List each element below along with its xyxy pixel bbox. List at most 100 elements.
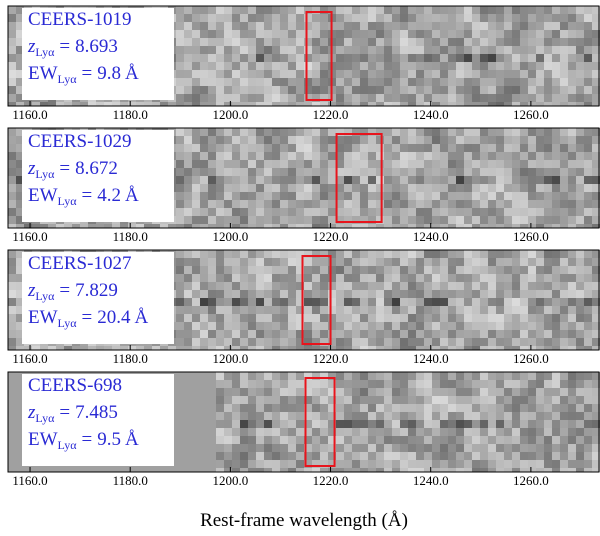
texture-cell xyxy=(584,86,592,94)
texture-cell xyxy=(264,290,272,298)
texture-cell xyxy=(440,306,448,314)
texture-cell xyxy=(528,274,536,282)
texture-cell xyxy=(520,428,528,436)
texture-cell xyxy=(472,444,480,452)
texture-cell xyxy=(328,282,336,290)
texture-cell xyxy=(480,412,488,420)
texture-cell xyxy=(240,460,248,468)
texture-cell xyxy=(568,322,576,330)
texture-cell xyxy=(240,176,248,184)
texture-cell xyxy=(520,224,528,228)
texture-cell xyxy=(368,14,376,22)
texture-cell xyxy=(360,396,368,404)
texture-cell xyxy=(192,274,200,282)
texture-cell xyxy=(24,346,32,350)
texture-cell xyxy=(496,468,504,472)
texture-cell xyxy=(544,30,552,38)
texture-cell xyxy=(200,30,208,38)
texture-cell xyxy=(528,70,536,78)
texture-cell xyxy=(504,420,512,428)
texture-cell xyxy=(224,428,232,436)
texture-cell xyxy=(208,62,216,70)
texture-cell xyxy=(264,14,272,22)
texture-cell xyxy=(464,224,472,228)
texture-cell xyxy=(256,298,264,306)
texture-cell xyxy=(344,192,352,200)
texture-cell xyxy=(520,160,528,168)
texture-cell xyxy=(504,314,512,322)
texture-cell xyxy=(232,208,240,216)
texture-cell xyxy=(488,216,496,224)
texture-cell xyxy=(456,224,464,228)
texture-cell xyxy=(464,62,472,70)
texture-cell xyxy=(560,420,568,428)
texture-cell xyxy=(512,102,520,106)
texture-cell xyxy=(208,346,216,350)
texture-cell xyxy=(424,266,432,274)
texture-cell xyxy=(312,404,320,412)
texture-cell xyxy=(456,436,464,444)
texture-cell xyxy=(432,94,440,102)
texture-cell xyxy=(416,412,424,420)
texture-cell xyxy=(528,380,536,388)
texture-cell xyxy=(328,372,336,380)
texture-cell xyxy=(416,184,424,192)
texture-cell xyxy=(528,144,536,152)
texture-cell xyxy=(496,192,504,200)
texture-cell xyxy=(488,168,496,176)
texture-cell xyxy=(280,30,288,38)
texture-cell xyxy=(592,444,600,452)
texture-cell xyxy=(560,274,568,282)
x-tick-label: 1240.0 xyxy=(413,473,449,488)
texture-cell xyxy=(184,346,192,350)
texture-cell xyxy=(336,78,344,86)
texture-cell xyxy=(392,94,400,102)
texture-cell xyxy=(280,128,288,136)
texture-cell xyxy=(240,70,248,78)
texture-cell xyxy=(272,192,280,200)
texture-cell xyxy=(336,290,344,298)
texture-cell xyxy=(440,298,448,306)
texture-cell xyxy=(8,14,16,22)
texture-cell xyxy=(448,136,456,144)
texture-cell xyxy=(528,460,536,468)
texture-cell xyxy=(416,176,424,184)
texture-cell xyxy=(8,290,16,298)
texture-cell xyxy=(440,160,448,168)
texture-cell xyxy=(312,200,320,208)
texture-cell xyxy=(384,298,392,306)
texture-cell xyxy=(104,224,112,228)
texture-cell xyxy=(384,192,392,200)
texture-cell xyxy=(528,452,536,460)
texture-cell xyxy=(536,436,544,444)
texture-cell xyxy=(360,184,368,192)
texture-cell xyxy=(384,258,392,266)
texture-cell xyxy=(392,14,400,22)
texture-cell xyxy=(480,176,488,184)
texture-cell xyxy=(192,38,200,46)
texture-cell xyxy=(336,224,344,228)
texture-cell xyxy=(240,22,248,30)
texture-cell xyxy=(464,22,472,30)
texture-cell xyxy=(504,70,512,78)
texture-cell xyxy=(520,94,528,102)
texture-cell xyxy=(480,160,488,168)
texture-cell xyxy=(472,330,480,338)
texture-cell xyxy=(288,86,296,94)
texture-cell xyxy=(344,136,352,144)
texture-cell xyxy=(296,380,304,388)
texture-cell xyxy=(448,192,456,200)
texture-cell xyxy=(464,184,472,192)
texture-cell xyxy=(592,136,600,144)
texture-cell xyxy=(272,468,280,472)
texture-cell xyxy=(408,372,416,380)
texture-cell xyxy=(232,128,240,136)
texture-cell xyxy=(360,404,368,412)
texture-cell xyxy=(352,184,360,192)
texture-cell xyxy=(424,192,432,200)
texture-cell xyxy=(520,102,528,106)
texture-cell xyxy=(464,412,472,420)
texture-cell xyxy=(384,128,392,136)
texture-cell xyxy=(416,78,424,86)
texture-cell xyxy=(216,290,224,298)
